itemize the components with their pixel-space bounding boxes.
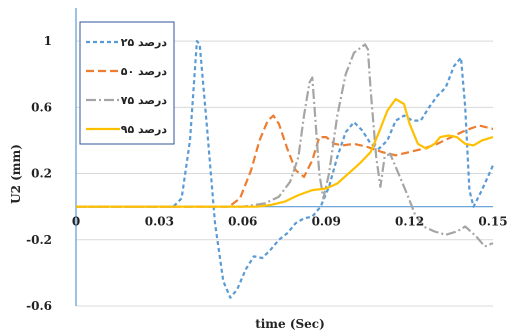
y-axis-title: U2 (mm)	[9, 144, 23, 204]
legend-label-2: ۵۰ درصد	[121, 65, 168, 78]
x-tick-label-5: 0.15	[478, 215, 507, 229]
series-line-1	[76, 40, 495, 299]
y-tick-label-4: -0.6	[26, 299, 52, 313]
tick-labels: 0 0.03 0.06 0.09 0.12 0.15 1 0.6 0.2 -0.2 -0.6	[26, 34, 507, 313]
legend-label-4: ۹۵ درصد	[121, 123, 168, 136]
x-tick-label-2: 0.06	[228, 215, 257, 229]
legend: ۲۵ درصد ۵۰ درصد ۷۵ درصد ۹۵ درصد	[79, 21, 175, 145]
y-tick-label-1: 0.6	[31, 100, 52, 114]
series-line-3	[76, 43, 494, 248]
legend-label-3: ۷۵ درصد	[121, 94, 168, 107]
x-tick-label-1: 0.03	[145, 215, 174, 229]
x-tick-label-4: 0.12	[395, 215, 424, 229]
legend-entries: ۲۵ درصد ۵۰ درصد ۷۵ درصد ۹۵ درصد	[86, 36, 167, 136]
series-line-2	[76, 114, 494, 208]
legend-label-1: ۲۵ درصد	[121, 36, 168, 49]
y-tick-label-0: 1	[44, 34, 52, 48]
y-tick-label-3: -0.2	[26, 233, 52, 247]
x-axis-title: time (Sec)	[255, 317, 325, 331]
x-tick-label-3: 0.09	[312, 215, 341, 229]
series-lines	[76, 40, 495, 299]
series-line-4	[76, 98, 494, 208]
x-tick-label-0: 0	[72, 215, 80, 229]
y-tick-label-2: 0.2	[31, 167, 52, 181]
